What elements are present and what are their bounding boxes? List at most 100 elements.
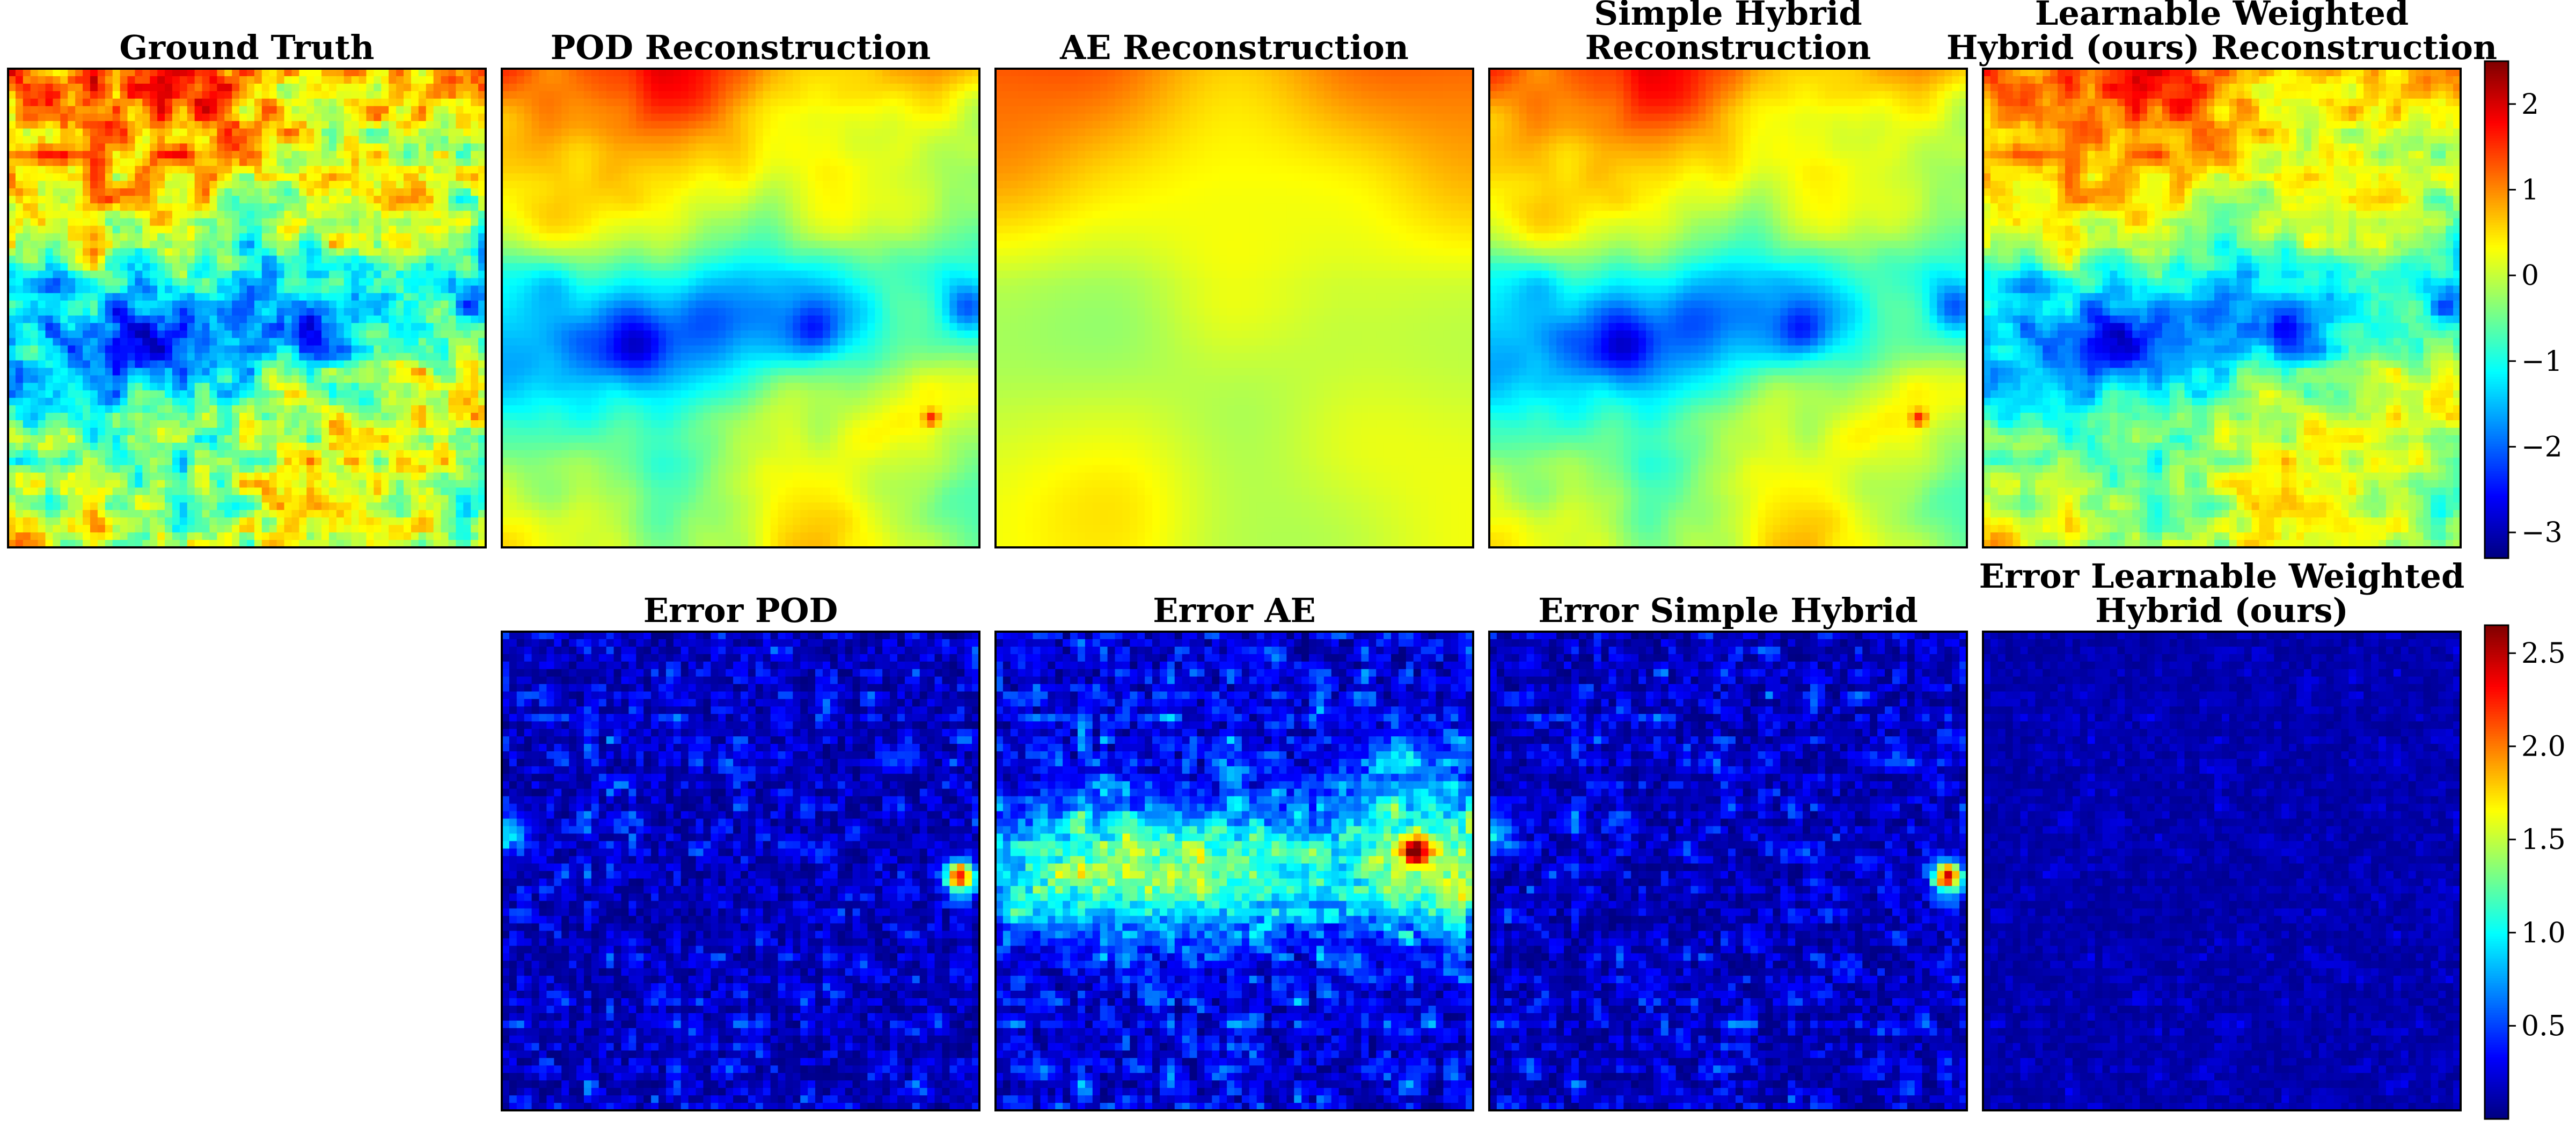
heatmap-cell xyxy=(456,69,464,77)
heatmap-cell xyxy=(224,91,232,99)
heatmap-cell xyxy=(463,233,471,241)
heatmap-cell xyxy=(209,368,217,376)
heatmap-cell xyxy=(194,540,203,548)
heatmap-cell xyxy=(239,286,247,294)
heatmap-cell xyxy=(351,218,360,226)
heatmap-cell xyxy=(179,166,188,174)
heatmap-cell xyxy=(456,158,464,166)
heatmap-cell xyxy=(165,398,173,406)
heatmap-cell xyxy=(239,98,247,107)
heatmap-cell xyxy=(68,233,76,241)
heatmap-cell xyxy=(112,442,121,451)
heatmap-cell xyxy=(232,293,240,301)
heatmap-cell xyxy=(598,128,607,137)
heatmap-cell xyxy=(867,158,875,166)
heatmap-cell xyxy=(502,136,510,144)
heatmap-cell xyxy=(276,195,285,204)
heatmap-cell xyxy=(276,413,285,421)
heatmap-cell xyxy=(396,173,404,181)
heatmap-cell xyxy=(890,98,898,107)
heatmap-cell xyxy=(15,495,24,503)
heatmap-cell xyxy=(112,121,121,129)
heatmap-cell xyxy=(418,398,427,406)
heatmap-cell xyxy=(343,121,352,129)
heatmap-cell xyxy=(23,151,31,159)
heatmap-cell xyxy=(187,360,195,369)
heatmap-cell xyxy=(381,375,389,383)
heatmap-cell xyxy=(276,487,285,496)
heatmap-cell xyxy=(83,502,91,510)
heatmap-cell xyxy=(448,338,456,346)
heatmap-cell xyxy=(299,465,307,473)
heatmap-cell xyxy=(276,457,285,466)
heatmap-cell xyxy=(269,457,277,466)
heatmap-cell xyxy=(696,136,704,144)
heatmap-cell xyxy=(75,390,83,398)
heatmap-cell xyxy=(217,428,225,436)
heatmap-cell xyxy=(209,517,217,525)
heatmap-cell xyxy=(142,330,150,339)
heatmap-cell xyxy=(598,158,607,166)
heatmap-cell xyxy=(964,166,972,174)
heatmap-cell xyxy=(187,286,195,294)
heatmap-cell xyxy=(53,293,61,301)
heatmap-cell xyxy=(291,495,299,503)
heatmap-cell xyxy=(426,510,434,518)
heatmap-cell xyxy=(187,413,195,421)
heatmap-cell xyxy=(53,390,61,398)
heatmap-cell xyxy=(291,353,299,361)
heatmap-cell xyxy=(770,143,779,151)
heatmap-cell xyxy=(217,330,225,339)
heatmap-cell xyxy=(374,263,382,271)
heatmap-cell xyxy=(904,128,913,137)
heatmap-cell xyxy=(291,293,299,301)
heatmap-cell xyxy=(142,106,150,114)
heatmap-cell xyxy=(60,420,68,428)
heatmap-cell xyxy=(411,136,419,144)
heatmap-cell xyxy=(389,517,397,525)
heatmap-cell xyxy=(172,143,180,151)
heatmap-cell xyxy=(441,301,449,309)
heatmap-cell xyxy=(389,225,397,234)
heatmap-cell xyxy=(890,121,898,129)
heatmap-cell xyxy=(172,158,180,166)
heatmap-cell xyxy=(673,83,682,92)
heatmap-cell xyxy=(194,181,203,189)
heatmap-cell xyxy=(808,151,816,159)
heatmap-cell xyxy=(433,106,442,114)
heatmap-cell xyxy=(291,360,299,369)
heatmap-cell xyxy=(75,83,83,92)
heatmap-cell xyxy=(665,91,674,99)
heatmap-cell xyxy=(276,69,285,77)
heatmap-cell xyxy=(478,293,486,301)
heatmap-cell xyxy=(321,69,330,77)
heatmap-cell xyxy=(8,76,16,84)
heatmap-cell xyxy=(157,457,165,466)
heatmap-cell xyxy=(336,136,345,144)
heatmap-cell xyxy=(217,368,225,376)
heatmap-cell xyxy=(665,69,674,77)
heatmap-cell xyxy=(949,69,957,77)
heatmap-cell xyxy=(224,353,232,361)
heatmap-cell xyxy=(202,188,210,196)
heatmap-cell xyxy=(157,83,165,92)
heatmap-cell xyxy=(628,69,636,77)
heatmap-cell xyxy=(45,353,54,361)
heatmap-cell xyxy=(217,240,225,249)
heatmap-cell xyxy=(448,525,456,533)
heatmap-cell xyxy=(741,158,749,166)
heatmap-cell xyxy=(441,442,449,451)
heatmap-cell xyxy=(321,442,330,451)
heatmap-cell xyxy=(261,353,270,361)
heatmap-cell xyxy=(83,413,91,421)
heatmap-cell xyxy=(934,91,943,99)
heatmap-cell xyxy=(411,128,419,137)
heatmap-cell xyxy=(150,413,158,421)
heatmap-cell xyxy=(276,91,285,99)
heatmap-cell xyxy=(456,308,464,316)
heatmap-cell xyxy=(83,517,91,525)
heatmap-cell xyxy=(165,218,173,226)
heatmap-cell xyxy=(38,540,46,548)
heatmap-cell xyxy=(135,420,143,428)
heatmap-cell xyxy=(396,255,404,264)
